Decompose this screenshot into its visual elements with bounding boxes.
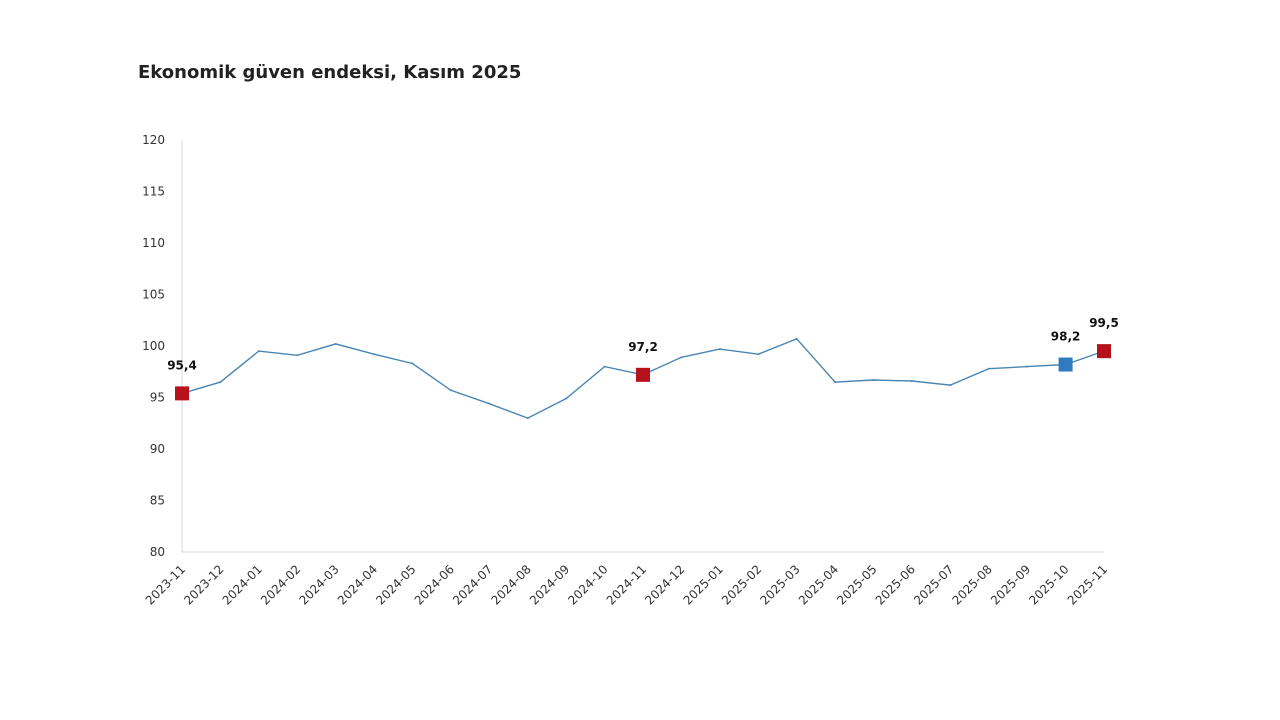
x-tick-label: 2024-04: [335, 562, 380, 607]
x-tick-label: 2025-06: [873, 562, 918, 607]
y-tick-label: 85: [150, 494, 165, 508]
y-tick-label: 115: [142, 185, 165, 199]
highlight-marker: [1058, 357, 1073, 372]
data-point: [910, 380, 913, 383]
x-tick-label: 2025-11: [1065, 562, 1110, 607]
x-tick-label: 2023-11: [143, 562, 188, 607]
x-tick-label: 2024-01: [220, 562, 265, 607]
y-tick-label: 80: [150, 545, 165, 559]
y-tick-label: 105: [142, 288, 165, 302]
x-tick-label: 2024-09: [527, 562, 572, 607]
x-tick-label: 2023-12: [181, 562, 226, 607]
data-point: [987, 367, 990, 370]
data-point: [1026, 365, 1029, 368]
y-tick-label: 120: [142, 133, 165, 147]
y-tick-label: 95: [150, 391, 165, 405]
y-tick-label: 100: [142, 339, 165, 353]
x-tick-label: 2024-03: [296, 562, 341, 607]
data-point: [296, 354, 299, 357]
y-tick-label: 110: [142, 236, 165, 250]
x-tick-label: 2024-11: [604, 562, 649, 607]
data-label: 97,2: [628, 340, 658, 354]
x-tick-label: 2024-08: [489, 562, 534, 607]
data-point: [718, 348, 721, 351]
data-point: [757, 353, 760, 356]
data-point: [373, 353, 376, 356]
data-point: [795, 337, 798, 340]
x-tick-label: 2025-03: [757, 562, 802, 607]
x-tick-label: 2024-12: [642, 562, 687, 607]
x-tick-label: 2025-07: [911, 562, 956, 607]
x-tick-label: 2025-08: [950, 562, 995, 607]
data-label: 95,4: [167, 358, 197, 372]
x-tick-label: 2025-02: [719, 562, 764, 607]
data-point: [603, 365, 606, 368]
y-tick-label: 90: [150, 442, 165, 456]
data-point: [257, 350, 260, 353]
x-tick-label: 2025-01: [681, 562, 726, 607]
data-point: [526, 417, 529, 420]
data-point: [219, 381, 222, 384]
data-point: [834, 381, 837, 384]
data-point: [872, 378, 875, 381]
data-label: 98,2: [1051, 330, 1081, 344]
x-tick-label: 2024-06: [412, 562, 457, 607]
x-tick-label: 2025-05: [834, 562, 879, 607]
highlight-marker: [636, 367, 650, 382]
data-point: [334, 342, 337, 345]
x-tick-label: 2024-05: [373, 562, 418, 607]
x-tick-label: 2024-02: [258, 562, 303, 607]
data-point: [949, 384, 952, 387]
x-tick-label: 2025-04: [796, 562, 841, 607]
highlight-marker: [175, 386, 189, 401]
x-tick-label: 2024-10: [565, 562, 610, 607]
data-point: [565, 397, 568, 400]
highlight-marker: [1097, 344, 1111, 359]
x-tick-label: 2025-09: [988, 562, 1033, 607]
chart-title: Ekonomik güven endeksi, Kasım 2025: [138, 62, 522, 83]
data-point: [680, 356, 683, 359]
data-point: [411, 362, 414, 365]
x-tick-label: 2024-07: [450, 562, 495, 607]
x-tick-label: 2025-10: [1026, 562, 1071, 607]
data-point: [449, 389, 452, 392]
data-label: 99,5: [1089, 316, 1119, 330]
data-point: [488, 402, 491, 405]
